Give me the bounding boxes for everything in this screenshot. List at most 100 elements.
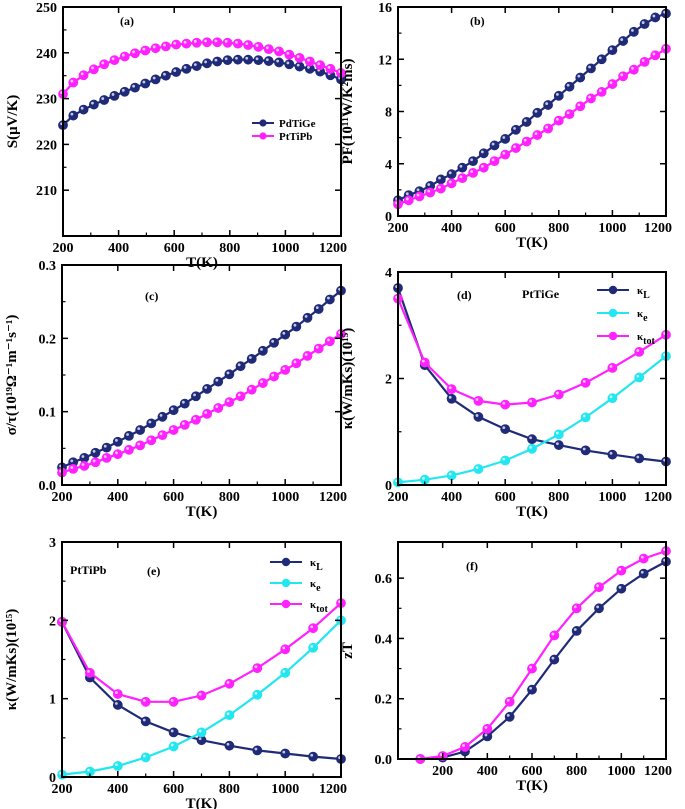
data-point xyxy=(403,195,414,206)
data-point-highlight xyxy=(566,83,570,87)
data-point xyxy=(634,346,645,357)
data-point-highlight xyxy=(573,605,577,609)
data-point xyxy=(553,115,564,126)
data-point xyxy=(202,384,212,394)
data-point-highlight xyxy=(304,353,308,356)
data-point xyxy=(628,64,639,75)
panel-label: (e) xyxy=(147,564,160,578)
data-point xyxy=(564,81,575,92)
x-tick-label: 800 xyxy=(219,782,240,797)
data-point xyxy=(294,61,305,72)
data-point xyxy=(435,174,446,185)
data-point-highlight xyxy=(111,57,115,61)
data-point-highlight xyxy=(103,455,107,458)
data-point xyxy=(302,312,313,323)
data-point-highlight xyxy=(556,391,559,395)
legend-label: κL xyxy=(637,285,650,301)
data-point xyxy=(140,752,151,763)
data-point xyxy=(468,156,478,167)
data-point-highlight xyxy=(70,466,74,469)
data-point-highlight xyxy=(484,726,488,729)
data-point xyxy=(112,436,123,447)
data-point-highlight xyxy=(224,39,228,43)
data-point xyxy=(532,107,543,118)
data-point-highlight xyxy=(582,447,586,451)
data-point-highlight xyxy=(459,164,463,168)
data-point xyxy=(235,391,246,402)
data-point xyxy=(168,405,179,416)
data-point-highlight xyxy=(438,185,441,189)
x-tick-label: 200 xyxy=(388,221,409,236)
data-point-highlight xyxy=(87,670,90,673)
series-line xyxy=(61,289,342,469)
data-point-highlight xyxy=(137,442,141,446)
data-point-highlight xyxy=(170,427,174,430)
data-point-highlight xyxy=(91,101,94,105)
data-point-highlight xyxy=(545,102,549,105)
data-point-highlight xyxy=(214,39,218,43)
x-axis-label: T(K) xyxy=(186,504,218,520)
data-point-highlight xyxy=(101,61,105,65)
data-point-highlight xyxy=(101,97,105,100)
data-point-highlight xyxy=(163,72,166,76)
data-point xyxy=(425,187,436,198)
data-point xyxy=(263,44,274,55)
data-point-highlight xyxy=(491,158,495,162)
x-tick-label: 600 xyxy=(495,221,516,236)
data-point xyxy=(243,54,254,65)
data-point-highlight xyxy=(620,38,624,41)
data-point-highlight xyxy=(163,43,166,47)
data-point-highlight xyxy=(265,58,269,62)
data-point-highlight xyxy=(152,45,156,49)
data-point xyxy=(446,178,457,189)
data-point-highlight xyxy=(181,400,185,404)
data-point xyxy=(140,696,151,707)
y-axis-label: κ(W/mKs)(10¹⁵) xyxy=(340,328,356,429)
data-point xyxy=(511,124,521,135)
data-point-highlight xyxy=(293,360,297,364)
data-point xyxy=(564,109,575,120)
data-point-highlight xyxy=(181,422,185,425)
data-point-highlight xyxy=(296,63,300,67)
data-point xyxy=(618,36,629,46)
data-point-highlight xyxy=(577,74,581,78)
data-point xyxy=(157,411,168,422)
data-point-highlight xyxy=(265,46,269,50)
compound-label: PtTiPb xyxy=(70,563,107,577)
data-point-highlight xyxy=(260,380,263,384)
data-point xyxy=(181,63,192,74)
data-point-highlight xyxy=(470,170,474,173)
data-point xyxy=(489,140,500,151)
data-point-highlight xyxy=(183,66,187,69)
data-point-highlight xyxy=(636,374,640,378)
legend-label: PtTiPb xyxy=(279,131,312,143)
data-point xyxy=(79,461,90,471)
data-point-highlight xyxy=(636,455,640,459)
data-point-highlight xyxy=(491,142,495,146)
data-point-highlight xyxy=(152,76,156,80)
data-point-highlight xyxy=(573,628,577,631)
data-point-highlight xyxy=(529,665,532,669)
data-point-highlight xyxy=(631,66,634,70)
data-point xyxy=(634,453,645,464)
x-tick-label: 1000 xyxy=(598,490,626,505)
x-tick-label: 200 xyxy=(53,241,74,256)
series-d-0 xyxy=(393,283,671,467)
data-point-highlight xyxy=(245,56,249,60)
data-point xyxy=(90,447,101,458)
data-point-highlight xyxy=(598,89,602,92)
data-point xyxy=(482,723,493,734)
data-point-highlight xyxy=(582,414,586,418)
panel-d: 200 400 600 800 1000 1200 0 2 4 T(K) κ(W/mKs)(10¹⁵… xyxy=(340,266,672,520)
data-point-highlight xyxy=(148,420,152,424)
y-tick-label: 250 xyxy=(36,1,57,16)
data-point-highlight xyxy=(132,84,136,88)
data-point-highlight xyxy=(193,39,197,43)
data-point-highlight xyxy=(620,73,624,77)
data-point-highlight xyxy=(327,338,330,342)
data-point xyxy=(650,50,661,61)
data-point-highlight xyxy=(254,665,258,669)
series-e-0 xyxy=(57,617,346,764)
data-point xyxy=(150,43,161,54)
data-point xyxy=(473,395,484,406)
